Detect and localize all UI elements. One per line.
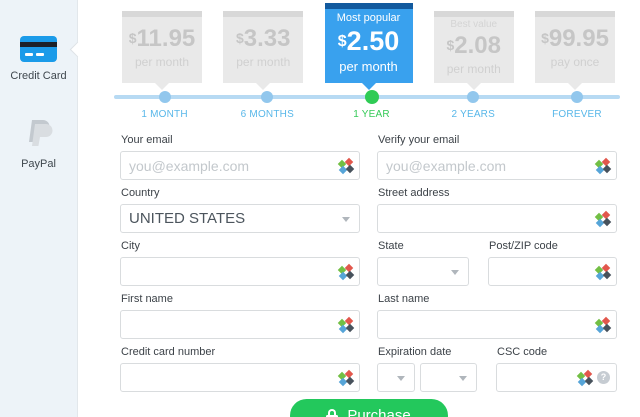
zip-label: Post/ZIP code (489, 240, 558, 252)
autofill-icon[interactable] (594, 210, 612, 228)
paypal-label: PayPal (21, 158, 56, 170)
plan-pointer (466, 83, 481, 90)
last-name-field[interactable] (377, 310, 617, 339)
autofill-icon[interactable] (337, 263, 355, 281)
slider-dot-6-months[interactable] (261, 91, 274, 103)
slider-label-1-month[interactable]: 1 MONTH (141, 109, 188, 120)
first-name-label: First name (121, 293, 173, 305)
plan-card-forever[interactable]: $99.95 pay once (535, 11, 615, 90)
checkout-main: $11.95 per month $3.33 per month Most po… (78, 0, 640, 417)
sidebar-item-paypal[interactable]: PayPal (0, 116, 77, 170)
slider-label-6-months[interactable]: 6 MONTHS (240, 109, 294, 120)
expiration-year-select[interactable] (420, 363, 477, 392)
slider-dot-1-year-selected[interactable] (364, 90, 379, 104)
zip-field[interactable] (488, 257, 617, 286)
plan-pointer (256, 83, 271, 90)
plan-topbar (535, 11, 615, 17)
question-icon[interactable]: ? (597, 371, 610, 384)
plan-topbar (433, 11, 514, 17)
street-label: Street address (378, 187, 450, 199)
state-label: State (378, 240, 404, 252)
plan-topbar (223, 11, 304, 17)
chevron-down-icon (459, 376, 467, 381)
autofill-icon[interactable] (594, 316, 612, 334)
slider-dot-1-month[interactable] (158, 91, 171, 103)
plan-period: per month (446, 62, 501, 76)
plan-price: $99.95 (541, 25, 609, 52)
lock-icon (326, 408, 339, 417)
autofill-icon[interactable] (337, 157, 355, 175)
autofill-icon[interactable] (594, 157, 612, 175)
paypal-icon (24, 116, 54, 150)
plan-badge: Most popular (336, 12, 401, 24)
email-label: Your email (121, 134, 173, 146)
payment-method-sidebar: Credit Card PayPal (0, 0, 86, 417)
plan-card-1-year-selected[interactable]: Most popular $2.50 per month (324, 3, 413, 90)
sidebar-item-credit-card[interactable]: Credit Card (0, 36, 77, 82)
email-field[interactable] (120, 151, 360, 180)
purchase-button-label: Purchase (347, 407, 411, 417)
plan-cards: $11.95 per month $3.33 per month Most po… (122, 0, 615, 90)
country-label: Country (121, 187, 160, 199)
chevron-down-icon (397, 376, 405, 381)
expiration-label: Expiration date (378, 346, 452, 358)
country-select[interactable]: UNITED STATES (120, 204, 360, 233)
slider-label-2-years[interactable]: 2 YEARS (451, 109, 495, 120)
city-field[interactable] (120, 257, 360, 286)
plan-price: $3.33 (235, 25, 291, 52)
slider-dot-forever[interactable] (570, 91, 583, 103)
purchase-button[interactable]: Purchase (289, 399, 448, 417)
street-field[interactable] (377, 204, 617, 233)
first-name-field[interactable] (120, 310, 360, 339)
credit-card-icon (20, 36, 57, 62)
csc-label: CSC code (497, 346, 548, 358)
plan-pointer (361, 83, 376, 90)
billing-form: Your email Verify your email Coun (120, 132, 617, 392)
card-number-label: Credit card number (121, 346, 216, 358)
plan-card-1-month[interactable]: $11.95 per month (122, 11, 202, 90)
plan-period: pay once (550, 55, 600, 69)
plan-card-2-years[interactable]: Best value $2.08 per month (433, 11, 514, 90)
chevron-down-icon (451, 270, 459, 275)
plan-price: $2.08 (446, 32, 501, 59)
autofill-icon[interactable] (594, 263, 612, 281)
country-value: UNITED STATES (129, 210, 246, 227)
expiration-month-select[interactable] (377, 363, 415, 392)
verify-email-field[interactable] (377, 151, 617, 180)
autofill-icon[interactable] (337, 369, 355, 387)
slider-dot-2-years[interactable] (467, 91, 480, 103)
credit-card-label: Credit Card (10, 70, 67, 82)
plan-period: per month (236, 55, 291, 69)
plan-period: per month (134, 55, 190, 69)
plan-pointer (568, 83, 582, 90)
plan-topbar (122, 11, 202, 17)
csc-field[interactable] (496, 363, 617, 392)
chevron-down-icon (342, 217, 350, 222)
plan-topbar (324, 3, 413, 9)
plan-price: $11.95 (128, 25, 196, 52)
slider-label-forever[interactable]: FOREVER (552, 109, 602, 120)
verify-email-label: Verify your email (378, 134, 460, 146)
state-select[interactable] (377, 257, 469, 286)
purchase-row: Purchase (120, 399, 617, 417)
card-number-field[interactable] (120, 363, 360, 392)
plan-period: per month (339, 59, 398, 74)
slider-label-1-year[interactable]: 1 YEAR (353, 109, 390, 120)
autofill-icon[interactable] (337, 316, 355, 334)
last-name-label: Last name (378, 293, 430, 305)
autofill-icon[interactable] (576, 369, 594, 387)
plan-pointer (155, 83, 169, 90)
plan-price: $2.50 (337, 26, 400, 56)
plan-card-6-months[interactable]: $3.33 per month (223, 11, 304, 90)
plan-badge: Best value (450, 19, 498, 30)
city-label: City (121, 240, 140, 252)
duration-slider: 1 MONTH 6 MONTHS 1 YEAR 2 YEARS FOREVER (114, 90, 620, 124)
